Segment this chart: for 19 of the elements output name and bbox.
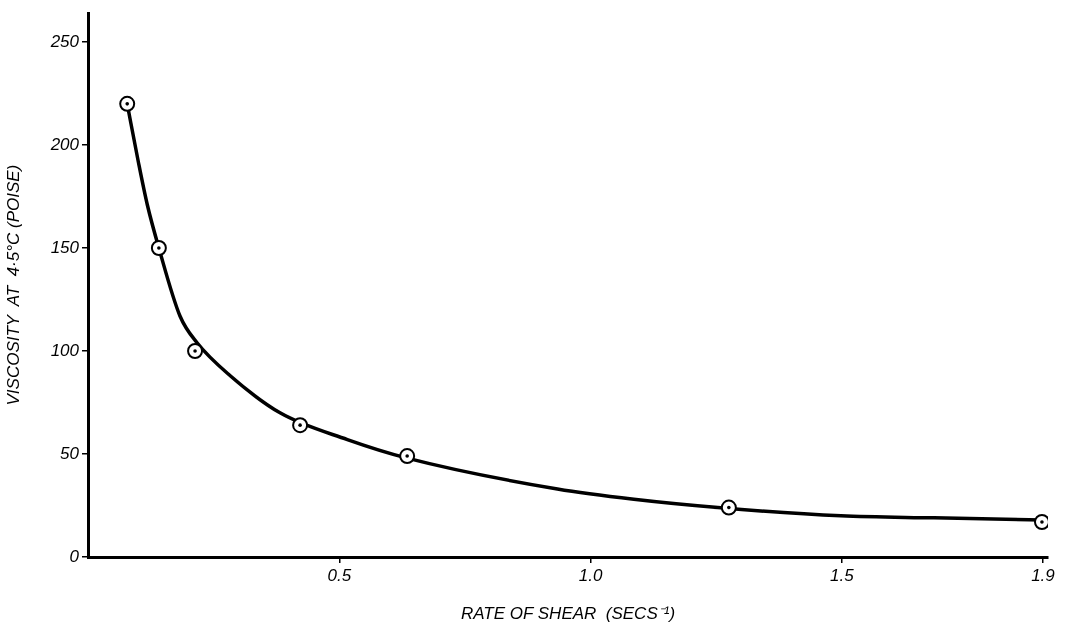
y-axis-title: VISCOSITY AT 4·5°C (POISE): [3, 164, 23, 406]
x-axis-title: RATE OF SHEAR (SECS⁻¹): [460, 603, 676, 623]
x-tick-label: 1.5: [830, 565, 855, 585]
point: [720, 499, 737, 516]
x-tick-label: 0.5: [327, 565, 352, 585]
point: [187, 343, 204, 360]
point: [119, 95, 136, 112]
point: [399, 448, 416, 465]
y-tick-label: 50: [60, 443, 80, 463]
y-tick-label: 200: [49, 134, 80, 154]
point: [1033, 513, 1048, 530]
y-tick-label: 250: [49, 31, 80, 51]
point: [150, 240, 167, 257]
y-tick-label: 150: [50, 237, 80, 257]
y-tick-label: 100: [50, 340, 80, 360]
y-tick-label: 0: [69, 546, 80, 566]
x-tick-label: 1.9: [1031, 565, 1056, 585]
point: [292, 417, 309, 434]
x-tick-label: 1.0: [578, 565, 603, 585]
